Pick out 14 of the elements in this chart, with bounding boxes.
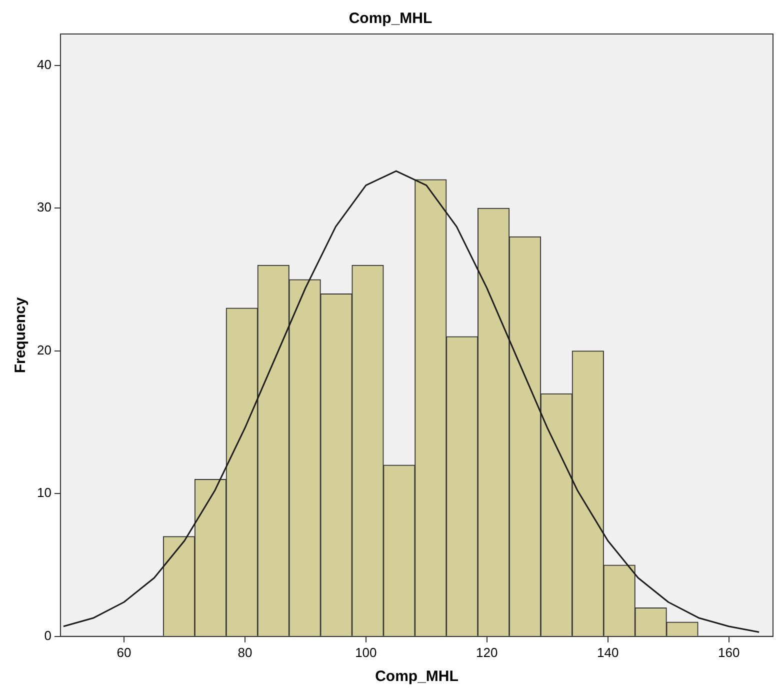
x-tick-label: 120 bbox=[476, 644, 498, 660]
x-tick-label: 100 bbox=[355, 644, 377, 660]
x-tick-label: 60 bbox=[116, 644, 132, 660]
x-tick-label: 160 bbox=[718, 644, 740, 660]
y-tick-label: 40 bbox=[36, 56, 52, 72]
y-tick-label: 30 bbox=[36, 200, 52, 215]
x-axis-title: Comp_MHL bbox=[375, 668, 458, 686]
y-axis-title: Frequency bbox=[12, 296, 30, 374]
y-tick-label: 20 bbox=[36, 342, 52, 358]
x-tick-label: 80 bbox=[238, 644, 252, 660]
y-tick-label: 10 bbox=[36, 485, 52, 500]
chart-title: Comp_MHL bbox=[348, 10, 432, 28]
y-tick-label: 0 bbox=[44, 628, 52, 643]
x-tick-label: 140 bbox=[597, 644, 619, 660]
